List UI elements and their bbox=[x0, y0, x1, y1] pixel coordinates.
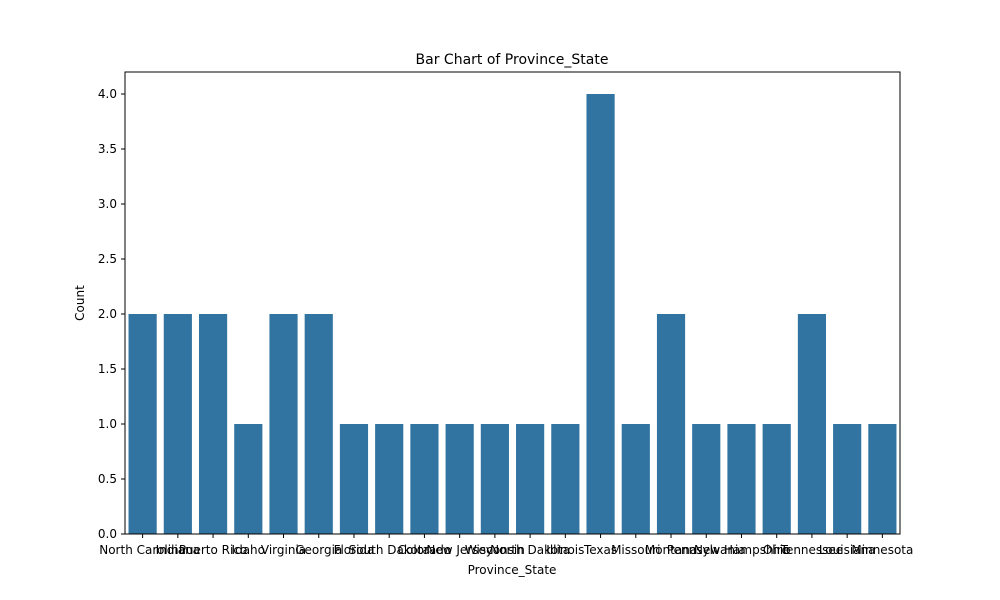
bar-south-dakota bbox=[375, 424, 404, 534]
x-axis-label: Province_State bbox=[468, 563, 557, 577]
x-tick-label: North Carolina bbox=[99, 543, 186, 557]
y-tick-label: 0.5 bbox=[98, 472, 117, 486]
x-tick-label: Minnesota bbox=[851, 543, 913, 557]
x-tick-label: Montana bbox=[645, 543, 697, 557]
y-tick-label: 4.0 bbox=[98, 87, 117, 101]
bar-texas bbox=[586, 94, 615, 534]
bars-group bbox=[128, 94, 897, 534]
x-tick-label: Missouri bbox=[611, 543, 660, 557]
bar-illinois bbox=[551, 424, 580, 534]
x-tick-label: Idaho bbox=[232, 543, 265, 557]
bar-idaho bbox=[234, 424, 263, 534]
x-tick-label: Georgia bbox=[295, 543, 342, 557]
x-tick-label: Colorado bbox=[398, 543, 452, 557]
y-tick-label: 2.0 bbox=[98, 307, 117, 321]
x-tick-label: New Hampshire bbox=[694, 543, 789, 557]
x-tick-label: Tennessee bbox=[780, 543, 844, 557]
bar-colorado bbox=[410, 424, 439, 534]
bar-wisconsin bbox=[480, 424, 509, 534]
bar-north-carolina bbox=[128, 314, 157, 534]
x-tick-label: Louisiana bbox=[819, 543, 876, 557]
bar-tennessee bbox=[797, 314, 827, 534]
y-tick-label: 1.0 bbox=[98, 417, 117, 431]
bar-florida bbox=[339, 424, 369, 534]
plot-frame bbox=[124, 71, 901, 535]
bar-virginia bbox=[269, 314, 298, 534]
x-tick-label: Wisconsin bbox=[465, 543, 525, 557]
bar-montana bbox=[656, 314, 686, 534]
x-tick-label: Puerto Rico bbox=[179, 543, 247, 557]
bar-indiana bbox=[163, 314, 192, 534]
y-tick-label: 2.5 bbox=[98, 252, 117, 266]
x-tick-label: Indiana bbox=[156, 543, 200, 557]
x-tick-label: New Jersey bbox=[426, 543, 493, 557]
bar-louisiana bbox=[833, 424, 862, 534]
bar-missouri bbox=[621, 424, 650, 534]
y-tick-label: 1.5 bbox=[98, 362, 117, 376]
x-tick-label: Virginia bbox=[261, 543, 306, 557]
y-tick-label: 3.0 bbox=[98, 197, 117, 211]
bar-pennsylvania bbox=[692, 424, 721, 534]
bar-new-jersey bbox=[445, 424, 474, 534]
x-tick-label: Pennsylvania bbox=[667, 543, 746, 557]
x-tick-label: North Dakota bbox=[490, 543, 570, 557]
x-tick-label: Texas bbox=[583, 543, 617, 557]
x-tick-label: Illinois bbox=[546, 543, 584, 557]
y-axis: 0.0 0.5 1.0 1.5 2.0 2.5 3.0 3.5 4.0 bbox=[98, 87, 125, 541]
y-axis-label: Count bbox=[73, 285, 87, 321]
x-tick-label: Ohio bbox=[763, 543, 791, 557]
bar-north-dakota bbox=[516, 424, 545, 534]
bar-new-hampshire bbox=[727, 424, 756, 534]
bar-minnesota bbox=[868, 424, 897, 534]
bar-georgia bbox=[304, 314, 333, 534]
y-tick-label: 3.5 bbox=[98, 142, 117, 156]
bar-puerto-rico bbox=[198, 314, 228, 534]
y-tick-label: 0.0 bbox=[98, 527, 117, 541]
x-tick-label: Florida bbox=[334, 543, 375, 557]
x-tick-label: South Dakota bbox=[349, 543, 430, 557]
chart-title: Bar Chart of Province_State bbox=[416, 52, 609, 68]
bar-ohio bbox=[762, 424, 791, 534]
